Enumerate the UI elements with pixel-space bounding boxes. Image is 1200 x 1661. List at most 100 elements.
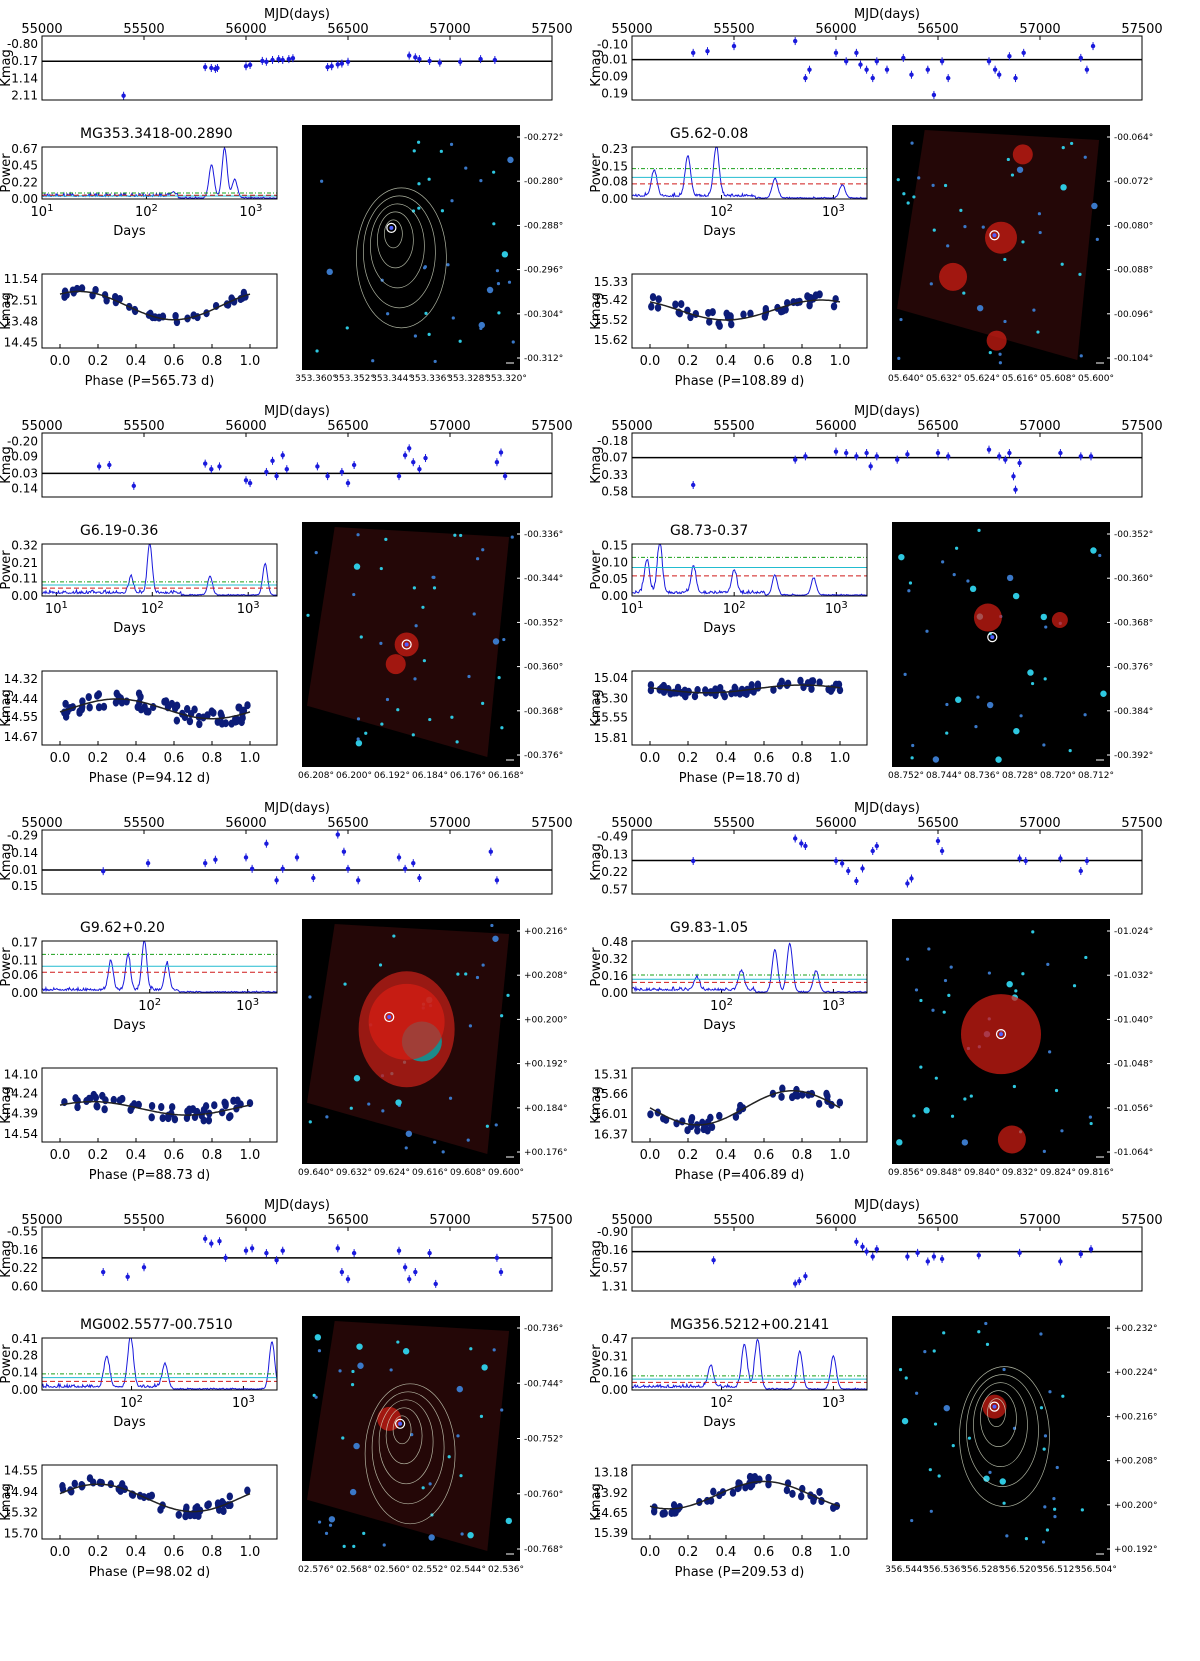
mjd-axis-label: MJD(days) — [854, 801, 920, 816]
phase-y-tick-label: 15.52 — [594, 313, 628, 327]
mjd-point — [874, 843, 879, 849]
ra-tick-label: 05.600° — [1078, 374, 1114, 384]
phase-point — [706, 317, 713, 326]
phase-y-tick-label: 13.92 — [594, 1486, 628, 1500]
phase-fit-curve — [649, 684, 841, 694]
star — [1041, 1540, 1046, 1544]
star — [468, 1024, 473, 1028]
mjd-point — [249, 866, 255, 872]
phase-point — [86, 703, 93, 712]
phase-x-tick-label: 0.6 — [754, 354, 775, 369]
mjd-point — [986, 447, 992, 452]
phase-point — [183, 1503, 190, 1512]
star — [967, 1436, 972, 1440]
star — [1055, 1465, 1059, 1470]
mjd-axes-frame — [631, 1226, 1143, 1292]
target-center — [398, 1421, 403, 1426]
source-name: G5.62-0.08 — [670, 126, 748, 142]
mjd-point — [203, 860, 208, 866]
phase-point — [161, 697, 168, 706]
phase-y-tick-label: 14.55 — [4, 1463, 38, 1477]
star — [1039, 1332, 1043, 1336]
mjd-point — [874, 59, 879, 64]
star — [379, 641, 383, 645]
mjd-point — [803, 1274, 808, 1279]
mjd-tick-label: 56500 — [327, 22, 368, 37]
phase-x-tick-label: 0.4 — [716, 1545, 737, 1560]
mjd-point — [915, 1250, 920, 1256]
mjd-y-tick-label: -0.09 — [7, 450, 38, 464]
star — [1090, 547, 1097, 554]
mjd-tick-label: 57000 — [1019, 22, 1060, 37]
phase-x-tick-label: 0.8 — [202, 1148, 223, 1163]
phase-x-tick-label: 0.0 — [640, 1545, 661, 1560]
star — [932, 756, 940, 763]
mjd-y-tick-label: 1.31 — [601, 1279, 628, 1293]
ra-tick-label: 09.840° — [964, 1168, 1000, 1178]
star — [428, 1482, 432, 1486]
mjd-tick-label: 55000 — [611, 1213, 652, 1228]
mjd-tick-label: 56500 — [327, 816, 368, 831]
power-axes-frame — [41, 146, 278, 200]
star — [441, 1150, 445, 1154]
star — [328, 1516, 336, 1523]
star — [1016, 166, 1024, 173]
dec-tick-label: -00.360° — [1114, 574, 1153, 584]
mjd-tick-label: 55500 — [713, 1213, 754, 1228]
star — [402, 1348, 410, 1355]
phase-point — [716, 1111, 723, 1120]
star — [328, 1523, 333, 1527]
phase-x-tick-label: 0.6 — [754, 1148, 775, 1163]
star — [1060, 184, 1067, 191]
mjd-point — [264, 1250, 269, 1256]
phase-period-label: Phase (P=94.12 d) — [89, 771, 210, 786]
phase-point — [95, 703, 103, 712]
mjd-axes-frame — [631, 432, 1143, 498]
phase-x-tick-label: 0.8 — [792, 1148, 813, 1163]
mjd-axis-label: MJD(days) — [264, 404, 330, 419]
ra-tick-label: 353.336° — [409, 374, 451, 384]
star — [932, 228, 936, 232]
star — [1043, 677, 1047, 681]
mjd-point — [270, 458, 275, 464]
radio-contour — [385, 1407, 423, 1465]
phase-x-tick-label: 0.6 — [754, 751, 775, 766]
mjd-y-tick-label: 0.17 — [11, 54, 38, 68]
star — [505, 1517, 513, 1525]
star — [1042, 1447, 1046, 1451]
mjd-point — [213, 857, 218, 862]
phase-y-tick-label: 15.42 — [594, 293, 628, 307]
star — [1006, 980, 1013, 988]
star — [353, 1075, 361, 1082]
phase-x-tick-label: 0.2 — [678, 1545, 699, 1560]
star — [355, 739, 363, 747]
target-marker — [995, 1029, 1007, 1040]
star — [428, 1534, 435, 1541]
phase-x-tick-label: 0.0 — [640, 1148, 661, 1163]
phase-x-tick-label: 1.0 — [830, 1545, 851, 1560]
mjd-point — [1013, 487, 1018, 492]
star — [1100, 690, 1107, 697]
days-label: Days — [113, 224, 146, 239]
star — [507, 280, 512, 284]
phase-x-tick-label: 1.0 — [240, 751, 261, 766]
ra-tick-label: 356.536° — [923, 1565, 965, 1575]
mjd-point — [396, 855, 402, 860]
star — [942, 1010, 946, 1014]
days-label: Days — [113, 1415, 146, 1430]
mjd-tick-label: 57500 — [1121, 419, 1162, 434]
mjd-axis-label: MJD(days) — [264, 1198, 330, 1213]
phase-y-tick-label: 15.62 — [594, 333, 628, 347]
star — [945, 702, 949, 707]
mjd-point — [1023, 858, 1028, 864]
star — [456, 1385, 463, 1393]
star — [432, 586, 437, 590]
mjd-axis-label: MJD(days) — [854, 7, 920, 22]
mjd-axes-frame — [41, 1226, 553, 1292]
star — [1019, 714, 1023, 718]
days-label: Days — [703, 224, 736, 239]
star — [356, 737, 360, 741]
phase-kmag-label: Kmag — [0, 689, 14, 726]
phase-y-tick-label: 13.48 — [4, 314, 38, 328]
days-label: Days — [703, 1415, 736, 1430]
